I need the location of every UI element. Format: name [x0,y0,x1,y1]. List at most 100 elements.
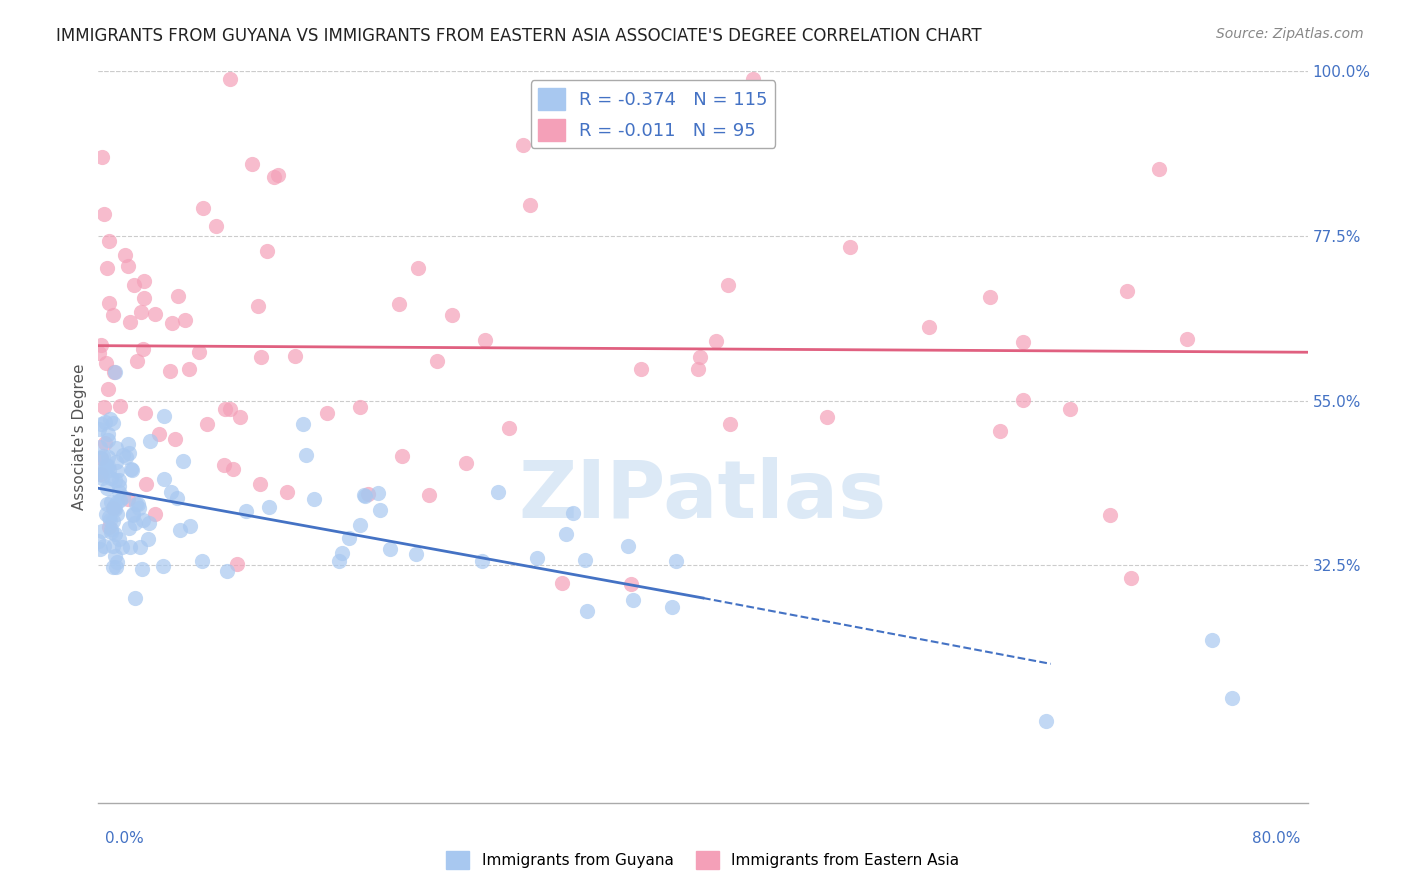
Point [368,503,391,517]
Point [689,351,711,365]
Point [294,449,316,463]
Point [117,446,139,460]
Point [108,399,131,413]
Point [440,308,463,322]
Point [474,333,496,347]
Point [97,296,120,310]
Point [120,315,142,329]
Point [388,297,411,311]
Point [132,342,155,356]
Point [519,198,541,212]
Point [160,316,183,330]
Point [103,308,125,322]
Point [96,481,118,495]
Point [107,484,129,499]
Point [87,422,110,436]
Point [93,207,115,221]
Point [918,319,941,334]
Point [226,557,249,571]
Point [108,473,131,487]
Point [117,492,139,507]
Text: Source: ZipAtlas.com: Source: ZipAtlas.com [1216,27,1364,41]
Point [990,424,1012,438]
Point [117,437,139,451]
Point [103,365,125,379]
Point [100,495,122,509]
Point [90,338,112,352]
Point [1011,393,1033,408]
Point [163,432,186,446]
Point [94,458,117,472]
Point [98,412,121,426]
Point [96,497,118,511]
Point [94,508,117,522]
Point [93,415,115,429]
Point [166,491,188,506]
Point [661,599,683,614]
Point [122,507,145,521]
Point [121,463,143,477]
Point [89,440,111,454]
Point [353,489,375,503]
Text: 80.0%: 80.0% [1253,831,1301,846]
Point [131,305,153,319]
Point [93,401,115,415]
Point [229,409,252,424]
Point [349,401,371,415]
Point [90,151,112,165]
Point [124,277,146,292]
Point [143,307,166,321]
Point [90,467,112,481]
Point [104,455,127,469]
Point [551,575,574,590]
Point [100,470,122,484]
Point [418,488,440,502]
Point [160,484,183,499]
Point [688,362,710,376]
Point [266,168,288,182]
Point [98,463,121,477]
Point [316,406,339,420]
Point [554,527,576,541]
Point [191,202,214,216]
Point [235,504,257,518]
Point [263,169,285,184]
Point [132,513,155,527]
Point [98,234,121,248]
Point [215,564,238,578]
Point [328,554,350,568]
Point [195,417,218,432]
Point [357,487,380,501]
Point [979,290,1001,304]
Point [97,450,120,464]
Point [104,365,127,379]
Legend: Immigrants from Guyana, Immigrants from Eastern Asia: Immigrants from Guyana, Immigrants from … [440,845,966,875]
Point [367,486,389,500]
Point [291,417,314,431]
Point [135,477,157,491]
Point [1116,284,1139,298]
Point [250,350,273,364]
Point [256,244,278,258]
Point [98,513,121,527]
Point [240,157,263,171]
Point [204,219,226,234]
Point [122,508,145,522]
Point [378,542,401,557]
Point [621,592,644,607]
Point [97,458,120,473]
Point [1175,332,1198,346]
Point [1121,571,1143,585]
Point [741,71,763,86]
Point [101,539,124,553]
Point [112,448,135,462]
Point [94,461,117,475]
Point [815,409,838,424]
Point [1201,632,1223,647]
Point [125,354,148,368]
Point [839,240,862,254]
Point [120,462,142,476]
Point [96,260,118,275]
Point [98,520,121,534]
Legend: R = -0.374   N = 115, R = -0.011   N = 95: R = -0.374 N = 115, R = -0.011 N = 95 [530,80,775,148]
